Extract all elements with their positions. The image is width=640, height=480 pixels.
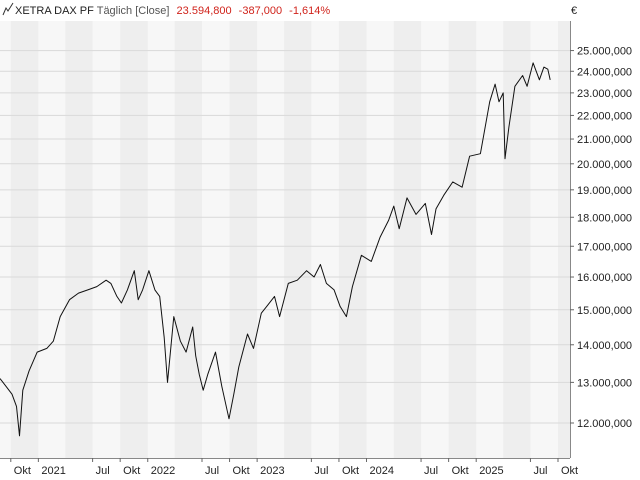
interval-label: Täglich [Close]	[97, 5, 170, 17]
x-tick-label: Okt	[14, 465, 31, 477]
y-tick-label: 23.000,000	[577, 88, 632, 100]
last-price: 23.594,800	[177, 5, 232, 17]
y-tick-label: 14.000,000	[577, 340, 632, 352]
x-tick-label: Jul	[96, 465, 110, 477]
y-tick-label: 17.000,000	[577, 241, 632, 253]
quarter-band	[10, 21, 39, 458]
y-tick-label: 15.000,000	[577, 305, 632, 317]
y-tick-label: 20.000,000	[577, 159, 632, 171]
quarter-band	[65, 21, 93, 458]
quarter-band	[393, 21, 422, 458]
x-tick-label: Okt	[452, 465, 469, 477]
x-tick-label: 2021	[41, 465, 65, 477]
quarter-band	[503, 21, 531, 458]
y-tick-label: 22.000,000	[577, 110, 632, 122]
x-tick-label: Okt	[123, 465, 140, 477]
axes	[0, 21, 571, 459]
period-shading	[0, 21, 570, 458]
price-change-pct: -1,614%	[289, 5, 330, 17]
x-tick-label: 2025	[479, 465, 503, 477]
quarter-band	[448, 21, 477, 458]
chart-header: XETRA DAX PF Täglich [Close] 23.594,800 …	[2, 2, 577, 17]
x-tick-label: Jul	[205, 465, 219, 477]
x-tick-label: 2023	[260, 465, 284, 477]
price-series	[0, 62, 551, 437]
quarter-band	[338, 21, 367, 458]
x-axis-ticks: Okt 2021 Jul Okt 2022 Jul Okt 2023 Jul Okt 2024 Jul…	[10, 458, 578, 477]
price-change: -387,000	[239, 5, 282, 17]
y-axis-ticks: 12.000,000 13.000,000 14.000,000 15.000,000…	[570, 46, 632, 430]
x-tick-label: Jul	[533, 465, 547, 477]
x-tick-label: Jul	[424, 465, 438, 477]
quarter-band	[120, 21, 148, 458]
line-chart-icon	[2, 2, 14, 16]
y-tick-label: 25.000,000	[577, 46, 632, 58]
x-tick-label: Jul	[314, 465, 328, 477]
y-tick-label: 16.000,000	[577, 272, 632, 284]
quarter-band	[174, 21, 202, 458]
x-tick-label: 2024	[370, 465, 394, 477]
y-tick-label: 18.000,000	[577, 212, 632, 224]
y-tick-label: 21.000,000	[577, 134, 632, 146]
price-line	[0, 62, 551, 437]
x-tick-label: 2022	[151, 465, 175, 477]
x-tick-label: Okt	[561, 465, 578, 477]
x-tick-label: Okt	[342, 465, 359, 477]
currency-label: €	[571, 5, 577, 17]
quarter-band	[558, 21, 570, 458]
quarter-band	[284, 21, 312, 458]
gridlines	[0, 50, 570, 424]
instrument-title: XETRA DAX PF	[15, 5, 94, 17]
svg-text:XETRA DAX PF Täglich [Close]: XETRA DAX PF Täglich [Close] 23.594,800 …	[15, 5, 330, 17]
y-tick-label: 19.000,000	[577, 185, 632, 197]
y-tick-label: 13.000,000	[577, 377, 632, 389]
x-tick-label: Okt	[233, 465, 250, 477]
y-tick-label: 24.000,000	[577, 66, 632, 78]
y-tick-label: 12.000,000	[577, 418, 632, 430]
quarter-band	[229, 21, 258, 458]
